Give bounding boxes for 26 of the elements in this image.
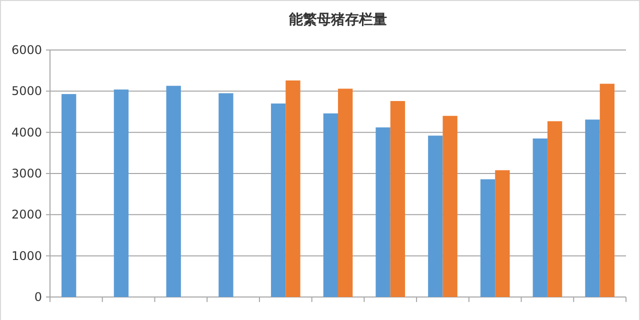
bar [600, 84, 614, 297]
y-tick-label: 5000 [11, 84, 42, 98]
y-tick-label: 0 [34, 290, 42, 304]
bar [585, 120, 600, 297]
bar [428, 136, 443, 297]
chart-title: 能繁母猪存栏量 [289, 12, 387, 28]
y-tick-label: 6000 [11, 43, 42, 57]
bar [495, 170, 510, 297]
y-tick-label: 4000 [11, 125, 42, 140]
bar [338, 88, 353, 297]
y-tick-label: 1000 [11, 248, 42, 263]
bar [270, 104, 286, 297]
bar [62, 94, 76, 297]
bar [442, 116, 458, 297]
bar [390, 101, 406, 297]
bar [114, 90, 129, 297]
bar [218, 93, 234, 297]
bar [480, 179, 496, 297]
y-tick-label: 3000 [11, 166, 42, 180]
bar [532, 138, 548, 297]
bar [376, 127, 390, 297]
bar [323, 113, 338, 297]
bar [166, 86, 181, 297]
y-tick-label: 2000 [11, 208, 42, 222]
bar [286, 80, 300, 297]
bar [547, 121, 562, 297]
